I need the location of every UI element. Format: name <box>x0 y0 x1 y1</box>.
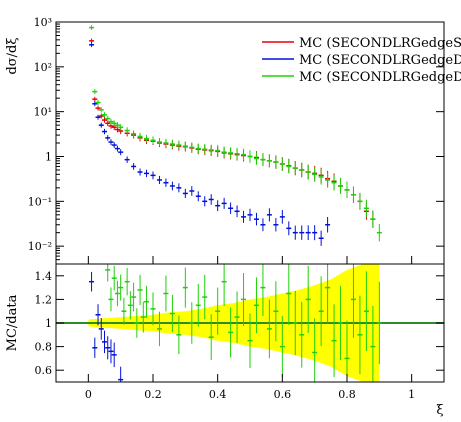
main-panel-marks <box>89 25 382 246</box>
main-y-axis-title: dσ/dξ <box>5 37 20 74</box>
x-tick-label: 0 <box>85 388 92 401</box>
ratio-y-tick-label: 1.4 <box>35 270 53 283</box>
main-y-tick-label: 10² <box>34 61 52 74</box>
main-y-tick-label: 1 <box>45 150 52 163</box>
main-y-tick-label: 10⁻¹ <box>28 195 52 208</box>
x-axis-title: ξ <box>436 403 443 418</box>
main-y-tick-label: 10³ <box>34 16 52 29</box>
ratio-y-tick-label: 0.8 <box>35 341 53 354</box>
axis-ticks: 10³ 10² 10¹ 1 10⁻¹ 10⁻² 1.4 1.2 1 0.8 0.6 0 0.2 0.4 0.… <box>28 16 444 401</box>
legend-entry: MC (SECONDLRGedgeDo <box>299 53 461 68</box>
ratio-y-axis-title: MC/data <box>5 294 20 351</box>
main-y-tick-label: 10¹ <box>34 106 52 119</box>
ratio-y-tick-label: 0.6 <box>35 364 53 377</box>
legend-entry: MC (SECONDLRGedgeDi <box>299 70 461 85</box>
ratio-y-tick-label: 1 <box>45 317 52 330</box>
main-y-tick-label: 10⁻² <box>28 240 52 253</box>
x-tick-label: 1 <box>408 388 415 401</box>
legend-entry: MC (SECONDLRGedgeSi <box>299 36 461 51</box>
x-tick-label: 0.6 <box>274 388 292 401</box>
x-tick-label: 0.2 <box>144 388 162 401</box>
x-tick-label: 0.4 <box>209 388 227 401</box>
ratio-y-tick-label: 1.2 <box>35 293 53 306</box>
ratio-panel-marks <box>56 264 444 382</box>
legend: MC (SECONDLRGedgeSi MC (SECONDLRGedgeDo MC… <box>262 36 461 85</box>
x-tick-label: 0.8 <box>338 388 356 401</box>
